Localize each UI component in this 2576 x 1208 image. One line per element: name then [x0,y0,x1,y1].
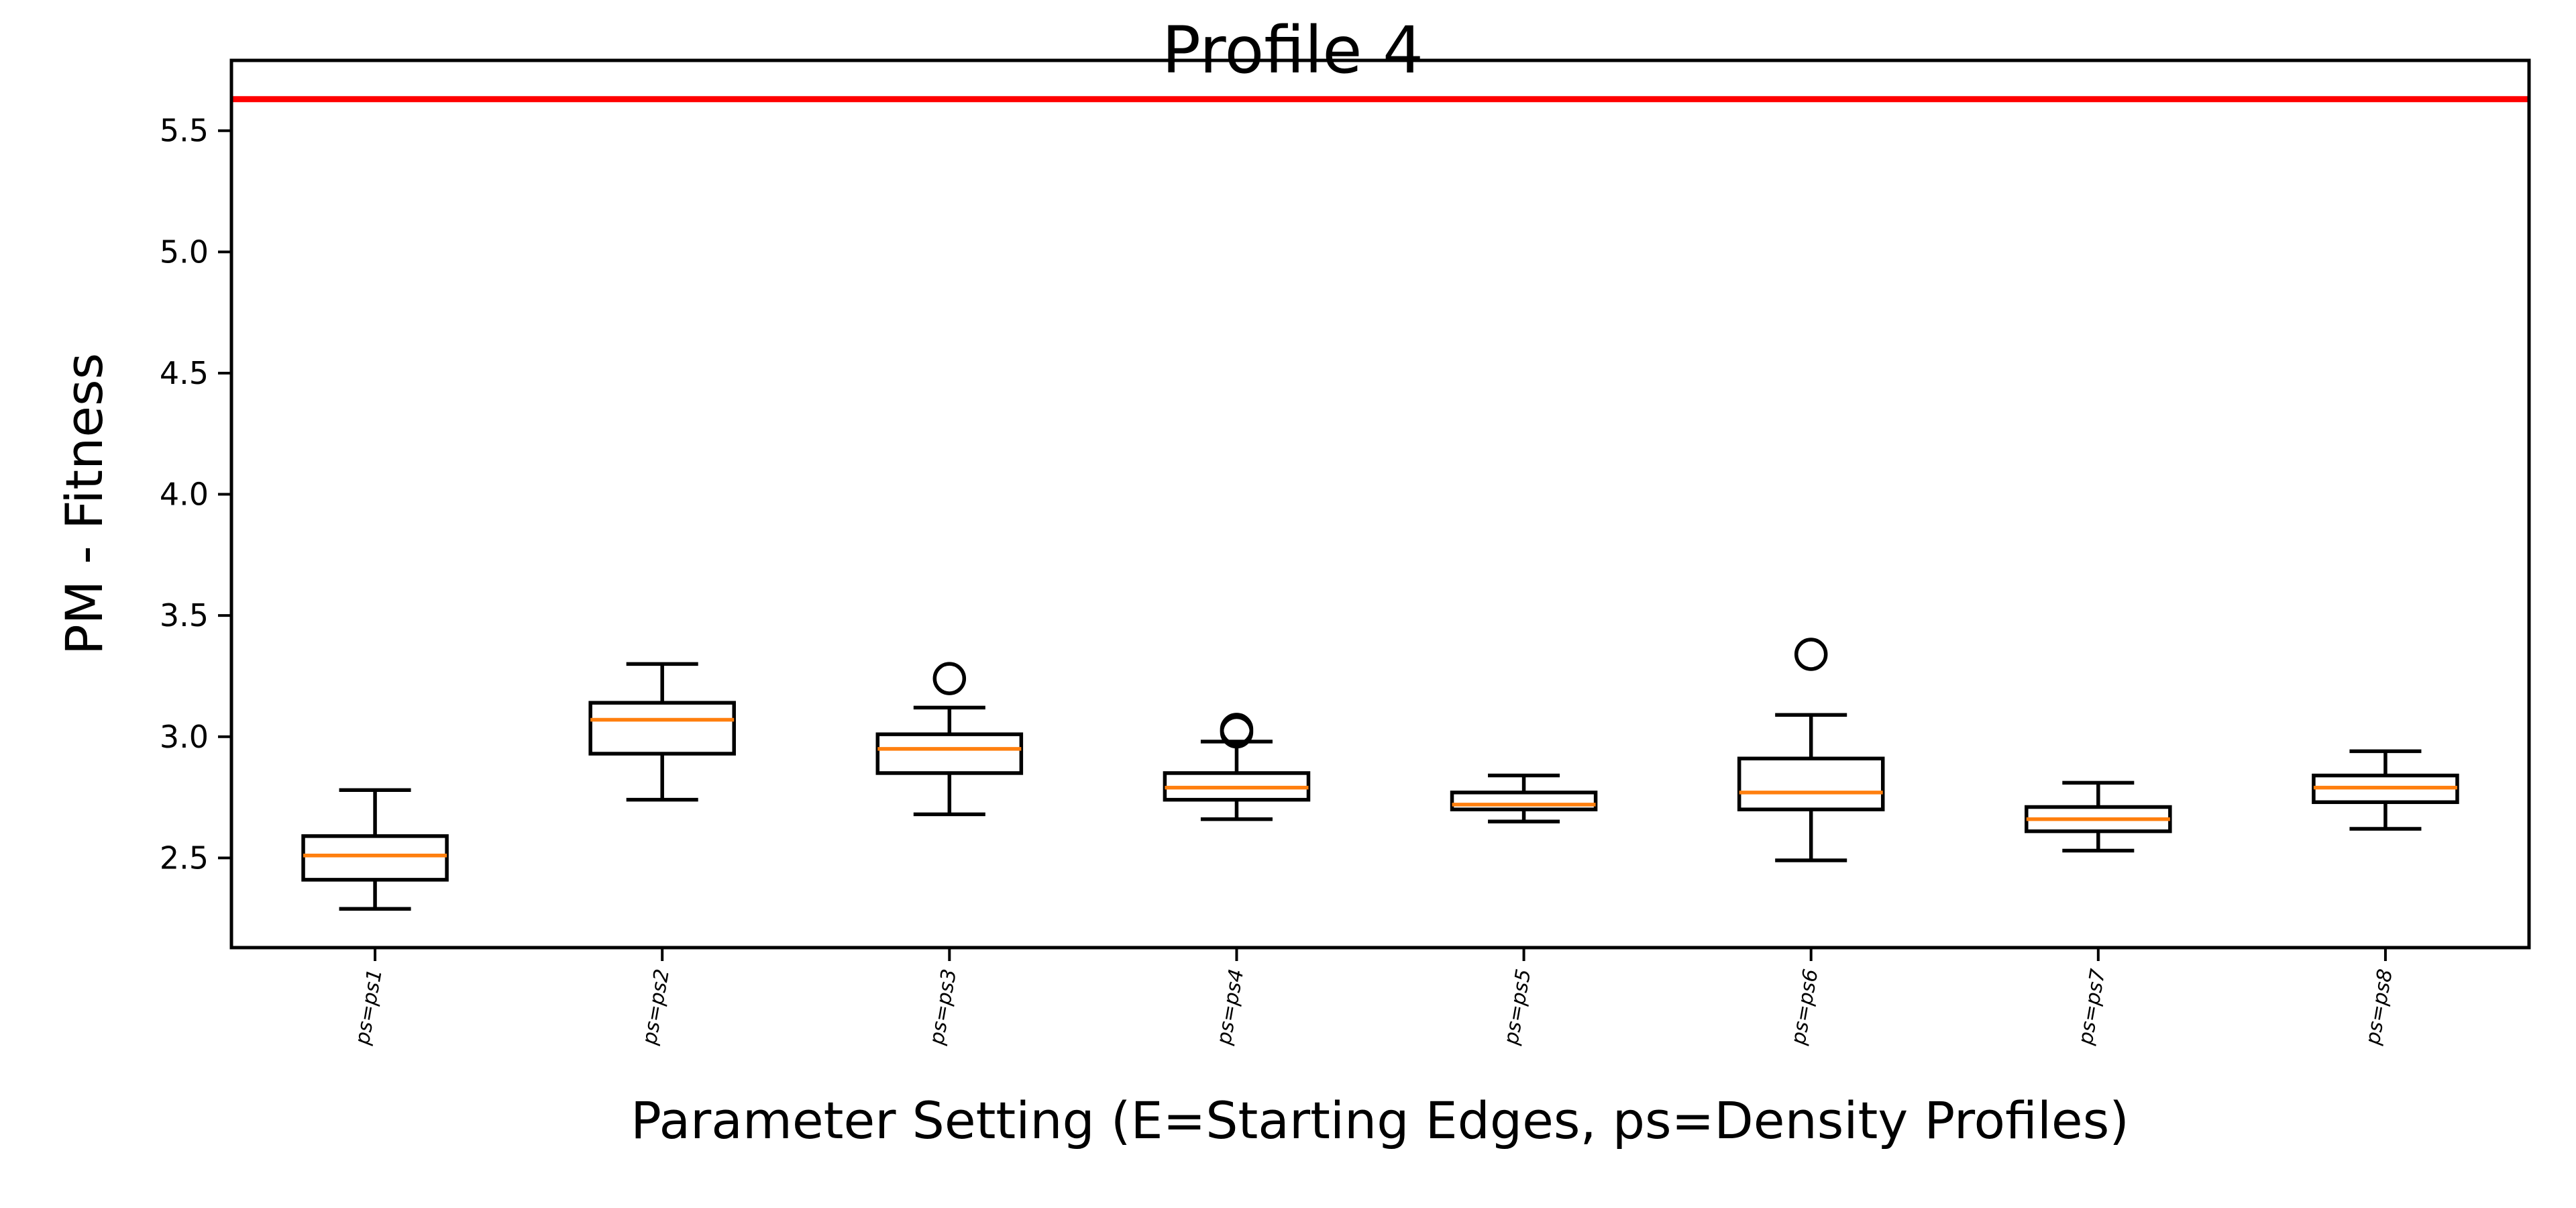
plot-area-frame [229,58,2531,950]
y-tick-label: 3.5 [160,597,209,634]
y-tick-label: 4.5 [160,355,209,391]
box-group [2025,781,2172,853]
box-group [875,662,1024,817]
box-group [588,662,736,802]
box-group [1450,773,1598,823]
outlier-point [932,662,967,695]
y-tick-label: 3.0 [160,719,209,755]
y-tick-label: 5.0 [160,234,209,270]
iqr-box [875,732,1024,775]
boxes-layer [301,638,2459,911]
outlier-point [1794,638,1828,671]
iqr-box [1450,791,1598,811]
iqr-box [301,834,449,882]
y-tick-label: 5.5 [160,113,209,149]
y-tick-label: 4.0 [160,476,209,513]
iqr-box [588,701,736,756]
box-group [2312,749,2459,831]
y-axis-ticks: 2.5 3.0 3.5 4.0 4.5 5.0 5.5 [160,113,231,876]
chart-title: Profile 4 [1162,13,1424,88]
x-axis-label: Parameter Setting (E=Starting Edges, ps=… [631,1091,2129,1150]
box-group [1163,713,1311,821]
box-group [301,788,449,911]
y-tick-label: 2.5 [160,840,209,876]
box-group [1737,638,1885,862]
outlier-point [1220,713,1254,746]
y-axis-label: PM - Fitness [54,353,114,655]
iqr-box [1737,756,1885,811]
